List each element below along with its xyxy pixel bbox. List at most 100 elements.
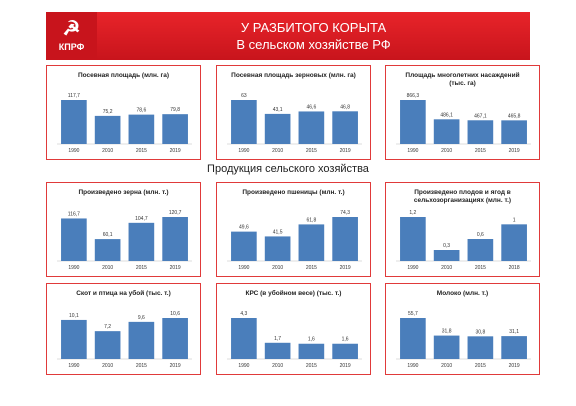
chart-panel: 10,1 1990 7,2 2010 9,6 2015 10,6 2019 Скот и пти…	[46, 283, 201, 375]
x-tick-label: 2015	[475, 265, 486, 271]
data-label: 1,6	[342, 337, 349, 343]
x-tick-label: 1990	[238, 265, 249, 271]
data-label: 10,6	[170, 311, 180, 317]
data-label: 116,7	[68, 211, 80, 217]
data-label: 43,1	[273, 107, 283, 113]
chart-title: Площадь многолетних насаждений (тыс. га)	[405, 72, 520, 87]
bar	[231, 231, 257, 261]
data-label: 30,8	[476, 329, 486, 335]
x-tick-label: 1990	[68, 363, 79, 369]
bar	[400, 217, 426, 261]
data-label: 117,7	[68, 93, 80, 99]
data-label: 0,3	[443, 243, 450, 249]
data-label: 49,6	[239, 225, 249, 231]
data-label: 75,2	[103, 109, 113, 115]
x-tick-label: 1990	[238, 363, 249, 369]
bar	[467, 120, 494, 144]
bar	[94, 331, 121, 359]
x-tick-label: 2015	[306, 265, 317, 271]
chart-panel: 116,7 1990 60,1 2010 104,7 2015 120,7 2019 Произ…	[46, 182, 201, 277]
data-label: 1,7	[274, 336, 281, 342]
x-tick-label: 2010	[272, 265, 283, 271]
x-tick-label: 2019	[340, 363, 351, 369]
data-label: 78,6	[137, 108, 147, 114]
title: У РАЗБИТОГО КОРЫТА	[240, 20, 387, 35]
bar	[128, 222, 155, 261]
x-tick-label: 1990	[407, 265, 418, 271]
x-tick-label: 2010	[441, 148, 452, 154]
data-label: 7,2	[104, 324, 111, 330]
section-title: Продукция сельского хозяйства	[207, 163, 369, 175]
bar	[264, 236, 291, 261]
data-label: 120,7	[169, 210, 182, 216]
x-tick-label: 2010	[272, 148, 283, 154]
chart-title: Произведено зерна (млн. т.)	[78, 189, 169, 196]
chart-panel: 1,2 1990 0,3 2010 0,6 2015 1 2018 Произведено пл…	[385, 182, 540, 277]
bar	[298, 343, 325, 359]
data-label: 79,8	[170, 107, 180, 113]
chart-panel: 55,7 1990 31,8 2010 30,8 2015 31,1 2019 Молоко (…	[385, 283, 540, 375]
x-tick-label: 2019	[340, 265, 351, 271]
chart-panel: 866,3 1990 486,1 2010 467,1 2015 465,8 2019 Площ…	[385, 65, 540, 160]
chart: 4,3 1990 1,7 2010 1,6 2015 1,6 2019	[227, 311, 362, 369]
data-label: 46,6	[307, 104, 317, 110]
bar	[61, 100, 87, 144]
x-tick-label: 2018	[509, 265, 520, 271]
chart-panel: 49,6 1990 41,5 2010 61,8 2015 74,3 2019 Произвед…	[216, 182, 371, 277]
header: У РАЗБИТОГО КОРЫТА В сельском хозяйстве …	[97, 12, 530, 60]
data-label: 46,8	[340, 104, 350, 110]
x-tick-label: 1990	[68, 265, 79, 271]
x-tick-label: 2015	[136, 363, 147, 369]
bar	[433, 335, 460, 359]
chart-title: Молоко (млн. т.)	[436, 290, 489, 297]
data-label: 465,8	[508, 113, 521, 119]
chart: 10,1 1990 7,2 2010 9,6 2015 10,6 2019	[57, 311, 192, 369]
data-label: 1,6	[308, 337, 315, 343]
x-tick-label: 1990	[407, 148, 418, 154]
data-label: 4,3	[240, 311, 247, 317]
bar	[264, 342, 291, 359]
bar	[298, 111, 325, 144]
chart: 866,3 1990 486,1 2010 467,1 2015 465,8 2019	[396, 93, 531, 154]
chart-title: Посевная площадь зерновых (млн. га)	[231, 72, 356, 79]
x-tick-label: 2010	[272, 363, 283, 369]
x-tick-label: 2015	[136, 148, 147, 154]
bar	[61, 218, 87, 261]
bar	[128, 321, 155, 359]
chart-panel: 4,3 1990 1,7 2010 1,6 2015 1,6 2019 КРС (в убойн…	[216, 283, 371, 375]
x-tick-label: 2015	[306, 148, 317, 154]
bar	[94, 115, 121, 144]
chart-title: Скот и птица на убой (тыс. т.)	[76, 290, 171, 297]
bar	[94, 239, 121, 261]
x-tick-label: 1990	[68, 148, 79, 154]
x-tick-label: 2019	[170, 265, 181, 271]
chart-title: Посевная площадь (млн. га)	[77, 72, 170, 79]
bar	[332, 343, 358, 359]
logo-emblem: ☭	[62, 18, 81, 40]
logo-text: КПРФ	[58, 42, 85, 52]
bar	[433, 250, 460, 261]
bar	[128, 114, 155, 144]
chart: 55,7 1990 31,8 2010 30,8 2015 31,1 2019	[396, 311, 531, 369]
x-tick-label: 2010	[441, 265, 452, 271]
x-tick-label: 2015	[475, 148, 486, 154]
bar	[501, 224, 527, 261]
bar	[61, 319, 87, 359]
bar	[400, 318, 426, 359]
data-label: 0,6	[477, 232, 484, 238]
x-tick-label: 2019	[170, 363, 181, 369]
bar	[162, 318, 188, 359]
bar	[400, 100, 426, 144]
subtitle: В сельском хозяйстве РФ	[236, 37, 391, 52]
data-label: 10,1	[69, 313, 79, 319]
bar	[332, 217, 358, 261]
data-label: 486,1	[440, 112, 453, 118]
data-label: 41,5	[273, 229, 283, 235]
bar	[162, 114, 188, 144]
bar	[231, 100, 257, 144]
bar	[332, 111, 358, 144]
data-label: 1	[513, 217, 516, 223]
bar	[231, 318, 257, 359]
x-tick-label: 1990	[238, 148, 249, 154]
